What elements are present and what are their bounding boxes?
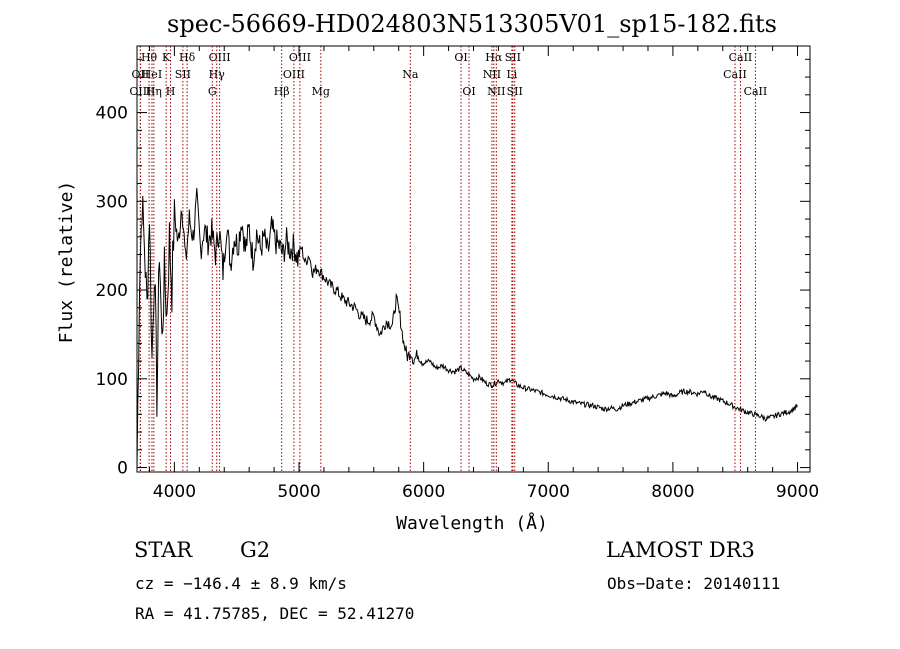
y-axis-label: Flux (relative) (56, 181, 77, 344)
spectral-line-label: NII (483, 68, 501, 81)
series-layer (136, 187, 798, 469)
object-subclass: G2 (240, 538, 271, 562)
spectral-line-label: SII (507, 85, 523, 98)
spectral-line-label: Hδ (179, 51, 196, 64)
y-tick-label: 400 (96, 104, 128, 124)
survey-label: LAMOST DR3 (606, 538, 755, 562)
spectral-line-label: G (208, 85, 217, 98)
y-tick-label: 300 (96, 192, 128, 212)
spectral-line-label: Hθ (141, 51, 158, 64)
spectral-line-label: OIII (129, 85, 151, 98)
spectral-line-label: NII (487, 85, 505, 98)
spectral-line-label: SII (505, 51, 521, 64)
x-tick-label: 4000 (153, 482, 196, 502)
spectral-line-label: CaII (723, 68, 747, 81)
spectral-line-label: OIII (283, 68, 305, 81)
spectral-line-label: CaII (729, 51, 753, 64)
spectral-line-label: Hη (146, 85, 162, 98)
x-tick-label: 5000 (277, 482, 320, 502)
spectral-line-label: Hγ (209, 68, 226, 81)
spectral-line-label: OIII (289, 51, 311, 64)
y-tick-label: 200 (96, 281, 128, 301)
observation-date: Obs−Date: 20140111 (607, 574, 781, 593)
spectral-line-label: HeI (142, 68, 162, 81)
plot-frame (136, 45, 811, 473)
x-axis-label: Wavelength (Å) (396, 512, 548, 534)
spectral-line-label: CaII (744, 85, 768, 98)
x-tick-label: 7000 (527, 482, 570, 502)
y-tick-label: 0 (117, 459, 128, 479)
spectral-line-label: Na (402, 68, 419, 81)
spectral-line-label: K (162, 51, 171, 64)
object-type: STAR (134, 538, 193, 562)
chart-title: spec-56669-HD024803N513305V01_sp15-182.f… (167, 10, 777, 38)
spectrum-series-line (136, 187, 798, 469)
coordinates: RA = 41.75785, DEC = 52.41270 (135, 604, 415, 623)
spectral-line-label: Hβ (274, 85, 290, 98)
spectral-line-label: OI (462, 85, 475, 98)
x-tick-label: 6000 (402, 482, 445, 502)
x-tick-label: 9000 (776, 482, 819, 502)
x-tick-label: 8000 (651, 482, 694, 502)
spectral-line-label: SII (175, 68, 191, 81)
spectral-line-label: OIII (209, 51, 231, 64)
spectral-line-label: OI (454, 51, 467, 64)
spectral-line-label: Mg (312, 85, 330, 98)
redshift-value: cz = −146.4 ± 8.9 km/s (135, 574, 347, 593)
spectral-line-label: H (166, 85, 176, 98)
axis-ticks: 4000 5000 6000 7000 8000 9000 0 100 200 300 400 (96, 46, 819, 502)
spectral-line-label: Li (506, 68, 517, 81)
spectral-line-label: Hα (485, 51, 503, 64)
y-tick-label: 100 (96, 370, 128, 390)
